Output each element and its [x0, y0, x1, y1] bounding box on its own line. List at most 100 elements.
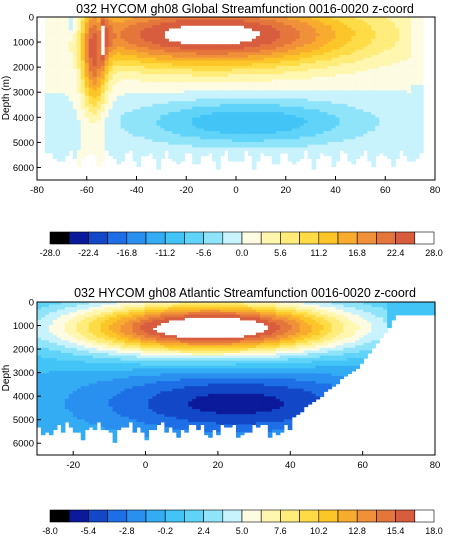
field-cell [271, 30, 277, 34]
field-cell [156, 136, 161, 140]
field-cell [323, 152, 329, 157]
field-cell [204, 133, 209, 138]
field-cell [168, 109, 173, 113]
field-cell [200, 106, 205, 110]
field-cell [56, 136, 62, 140]
field-cell [367, 141, 372, 146]
field-cell [267, 90, 273, 94]
field-cell [399, 55, 404, 59]
field-cell [52, 55, 58, 59]
field-cell [339, 57, 345, 62]
chart-1-axes: -80 -60 -40 -20 0 20 40 60 800100020003000400050… [13, 13, 440, 197]
field-cell [204, 60, 209, 64]
field-cell [339, 71, 345, 75]
field-cell [287, 109, 293, 113]
field-cell [116, 147, 122, 151]
field-cell [387, 17, 392, 21]
field-cell [64, 57, 70, 62]
field-cell [188, 63, 193, 67]
field-cell [395, 152, 400, 157]
field-cell [407, 76, 412, 81]
field-cell [331, 139, 337, 143]
field-cell [88, 22, 94, 26]
field-cell [419, 147, 424, 151]
field-cell [40, 416, 46, 420]
field-cell [156, 44, 161, 48]
field-cell [395, 76, 400, 81]
field-cell [156, 155, 161, 159]
field-cell [84, 141, 90, 146]
field-cell [327, 46, 333, 51]
field-cell [156, 84, 161, 89]
field-cell [271, 95, 277, 100]
x-tick-label: -80 [30, 185, 44, 196]
field-cell [180, 109, 185, 113]
field-cell [399, 27, 404, 32]
field-cell [371, 160, 376, 165]
field-cell [283, 41, 289, 45]
field-cell [243, 139, 249, 143]
field-cell [355, 101, 360, 105]
field-cell [411, 87, 416, 91]
field-cell [247, 120, 253, 124]
field-cell [275, 155, 281, 159]
field-cell [196, 74, 201, 78]
field-cell [287, 30, 293, 34]
field-cell [76, 131, 82, 135]
field-cell [216, 65, 221, 70]
field-cell [243, 82, 249, 86]
field-cell [100, 76, 106, 81]
field-cell [367, 87, 372, 91]
field-cell [379, 114, 384, 119]
colorbar-bin [203, 231, 224, 245]
field-cell [287, 147, 293, 151]
field-cell [37, 363, 42, 367]
field-cell [371, 76, 376, 81]
field-cell [148, 93, 154, 97]
field-cell [44, 307, 50, 311]
field-cell [323, 30, 329, 34]
field-cell [232, 101, 237, 105]
field-cell [212, 133, 217, 138]
field-cell [160, 25, 165, 29]
field-cell [132, 98, 138, 102]
field-cell [359, 27, 364, 32]
field-cell [176, 141, 181, 146]
field-cell [104, 84, 110, 89]
field-cell [271, 74, 277, 78]
field-cell [236, 139, 241, 143]
field-cell [275, 112, 281, 116]
field-cell [84, 147, 90, 151]
field-cell [136, 93, 142, 97]
field-cell [116, 139, 122, 143]
field-cell [40, 421, 46, 425]
field-cell [152, 98, 157, 102]
field-cell [132, 30, 138, 34]
field-cell [283, 27, 289, 32]
field-cell [37, 396, 42, 400]
field-cell [255, 158, 261, 162]
field-cell [367, 55, 372, 59]
field-cell [228, 17, 233, 21]
field-cell [72, 27, 78, 32]
field-cell [176, 71, 181, 75]
field-cell [200, 74, 205, 78]
field-cell [88, 117, 94, 121]
field-cell [164, 101, 169, 105]
field-cell [359, 131, 364, 135]
field-cell [343, 30, 349, 34]
colorbar-bin [280, 231, 300, 245]
field-cell [72, 120, 78, 124]
field-cell [263, 41, 269, 45]
field-cell [379, 141, 384, 146]
field-cell [283, 49, 289, 53]
field-cell [363, 101, 368, 105]
field-cell [116, 84, 122, 89]
field-cell [335, 93, 341, 97]
field-cell [136, 141, 142, 146]
field-cell [279, 98, 285, 102]
field-cell [411, 60, 416, 64]
field-cell [239, 125, 245, 129]
field-cell [343, 82, 349, 86]
field-cell [112, 33, 118, 37]
